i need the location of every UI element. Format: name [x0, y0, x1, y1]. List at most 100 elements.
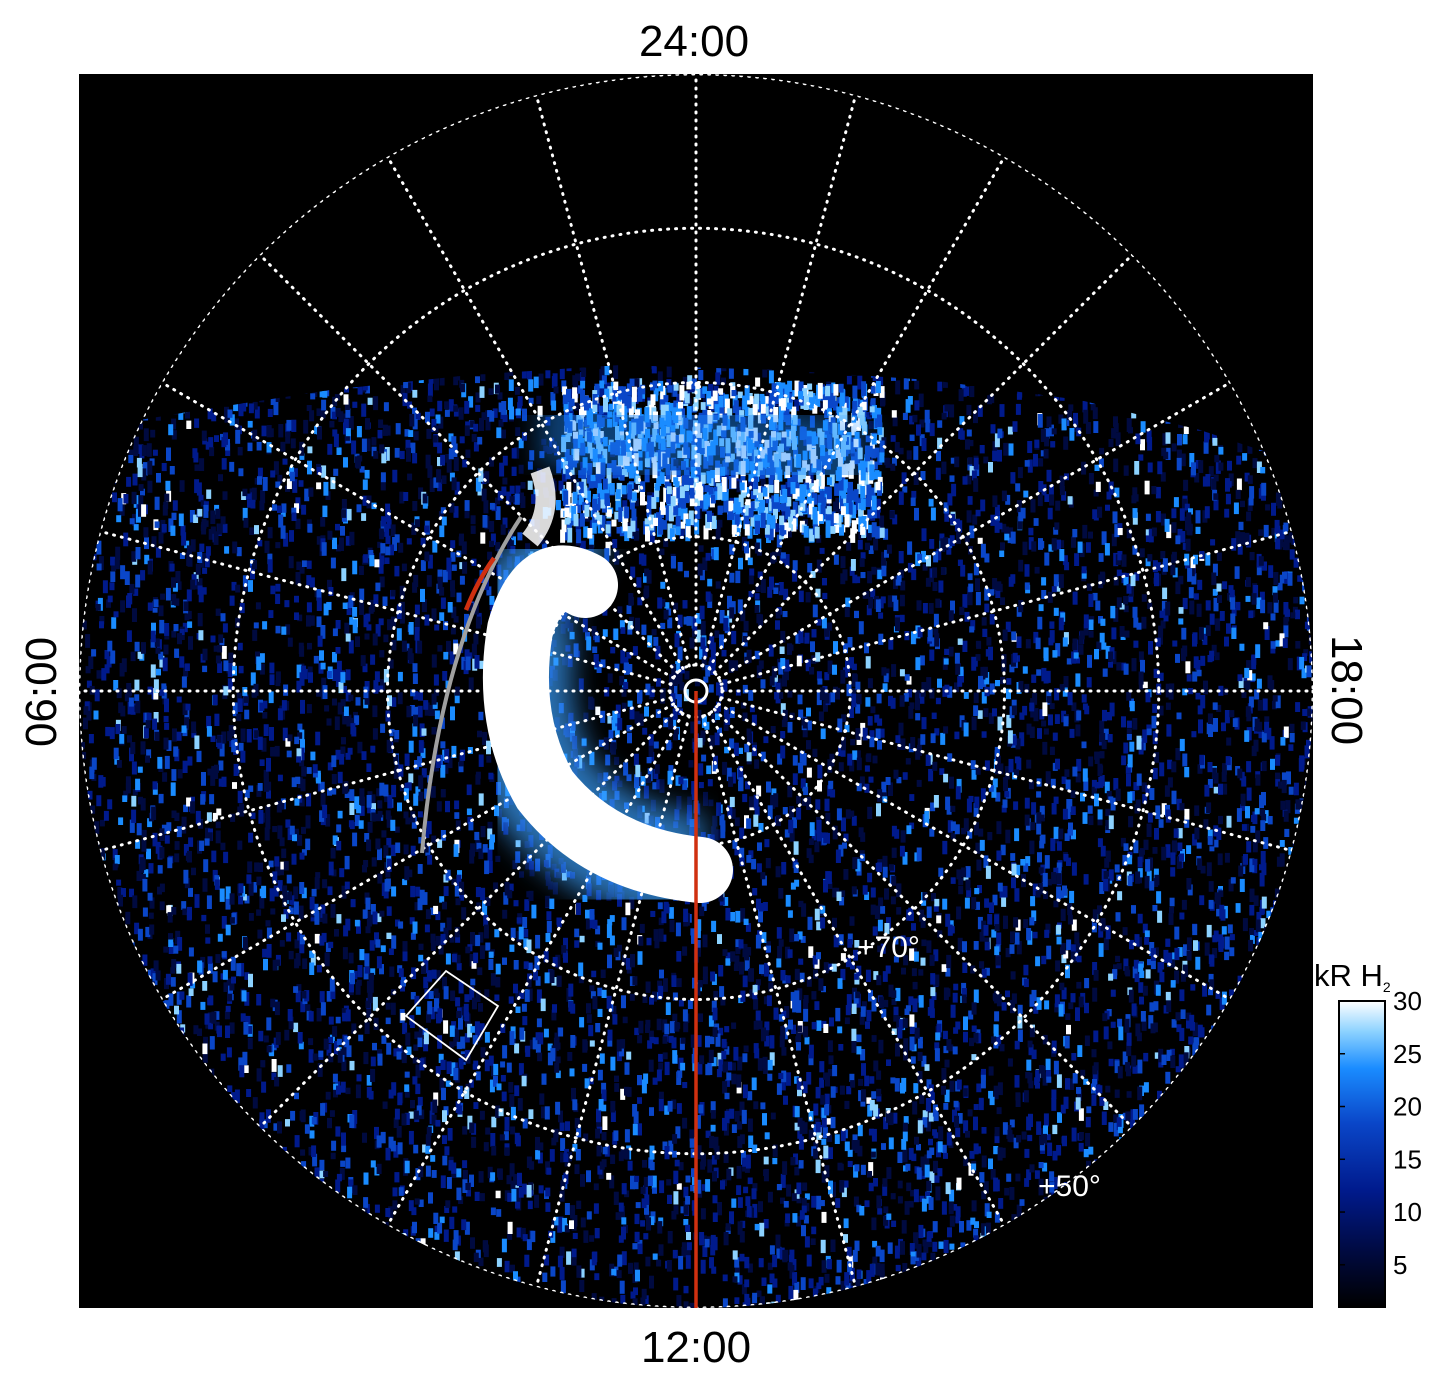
emission-pixel [449, 1041, 455, 1048]
emission-pixel [742, 1053, 748, 1063]
emission-pixel [259, 1112, 265, 1120]
emission-pixel [408, 1111, 414, 1119]
emission-pixel [431, 654, 437, 668]
emission-pixel [422, 892, 428, 905]
emission-pixel [892, 514, 898, 525]
emission-pixel [682, 1082, 688, 1089]
emission-pixel [1083, 624, 1089, 636]
emission-pixel [803, 999, 809, 1012]
emission-pixel [780, 1026, 786, 1039]
emission-pixel [930, 802, 936, 812]
emission-pixel [784, 667, 789, 681]
emission-pixel [330, 985, 336, 1000]
emission-pixel [763, 1219, 769, 1229]
emission-pixel [1260, 809, 1266, 816]
emission-pixel [309, 962, 315, 975]
emission-pixel [890, 463, 896, 471]
emission-pixel [366, 1006, 372, 1018]
emission-pixel [1256, 911, 1262, 922]
emission-pixel [975, 842, 981, 854]
emission-pixel [483, 500, 489, 514]
emission-pixel [673, 1191, 679, 1205]
emission-pixel [1009, 944, 1015, 954]
emission-pixel [1301, 668, 1307, 679]
emission-pixel [282, 727, 288, 741]
emission-pixel [892, 416, 898, 427]
emission-pixel [1236, 808, 1242, 822]
emission-pixel [532, 1037, 538, 1050]
emission-pixel [1268, 565, 1274, 578]
emission-pixel [352, 1110, 358, 1124]
emission-pixel [645, 683, 651, 696]
emission-pixel [823, 962, 829, 974]
emission-pixel [1183, 426, 1189, 434]
emission-pixel [701, 1235, 707, 1245]
emission-pixel [618, 1202, 624, 1212]
emission-pixel [628, 1307, 634, 1308]
emission-pixel [259, 663, 265, 675]
emission-pixel [410, 992, 416, 1000]
emission-pixel [992, 778, 998, 788]
emission-pixel [1230, 613, 1236, 624]
emission-pixel [386, 837, 392, 848]
emission-pixel [1129, 791, 1135, 801]
emission-pixel [902, 412, 908, 420]
emission-pixel [716, 1069, 722, 1078]
emission-pixel [184, 614, 190, 621]
emission-pixel [322, 879, 328, 889]
emission-pixel [1011, 877, 1016, 889]
emission-pixel [1206, 862, 1212, 877]
emission-pixel [907, 541, 913, 555]
emission-pixel [720, 1180, 725, 1190]
emission-pixel [637, 378, 643, 389]
emission-pixel [1065, 1013, 1071, 1020]
emission-pixel [769, 1035, 775, 1049]
emission-pixel [1078, 635, 1084, 645]
emission-pixel [603, 737, 609, 750]
emission-pixel [955, 1127, 961, 1138]
emission-pixel [375, 838, 381, 850]
emission-pixel [1231, 538, 1237, 551]
emission-pixel [936, 1148, 941, 1158]
emission-pixel [507, 1230, 513, 1240]
emission-pixel [449, 1025, 455, 1037]
emission-pixel [902, 1122, 908, 1132]
emission-pixel [1266, 727, 1272, 740]
emission-pixel [760, 751, 766, 762]
emission-pixel [1312, 848, 1313, 855]
emission-pixel [344, 791, 350, 798]
emission-pixel [362, 479, 368, 490]
emission-pixel [217, 523, 223, 535]
emission-pixel [262, 712, 268, 719]
emission-pixel [119, 733, 125, 744]
emission-pixel [592, 646, 598, 653]
emission-pixel [866, 412, 872, 420]
emission-pixel [597, 1008, 603, 1017]
emission-pixel [898, 569, 904, 579]
emission-pixel [839, 897, 845, 906]
emission-pixel [767, 1262, 773, 1270]
emission-pixel [316, 466, 322, 475]
emission-pixel [1078, 996, 1084, 1008]
emission-pixel [1019, 732, 1025, 747]
emission-pixel [696, 1035, 702, 1047]
emission-pixel [170, 782, 176, 796]
emission-pixel [1000, 1147, 1006, 1158]
emission-pixel [784, 829, 790, 838]
emission-pixel [392, 1200, 398, 1210]
emission-pixel [277, 474, 283, 484]
emission-pixel [379, 910, 385, 917]
emission-pixel [1140, 439, 1145, 451]
emission-pixel [487, 860, 493, 873]
emission-pixel [342, 712, 348, 725]
emission-pixel [395, 919, 400, 927]
emission-pixel [307, 446, 313, 454]
emission-pixel [609, 1175, 615, 1189]
emission-pixel [290, 1110, 296, 1121]
emission-pixel [282, 458, 288, 465]
emission-pixel [750, 515, 756, 527]
emission-pixel [381, 830, 387, 838]
emission-pixel [950, 600, 955, 614]
emission-pixel [417, 864, 423, 874]
emission-pixel [725, 1223, 731, 1231]
